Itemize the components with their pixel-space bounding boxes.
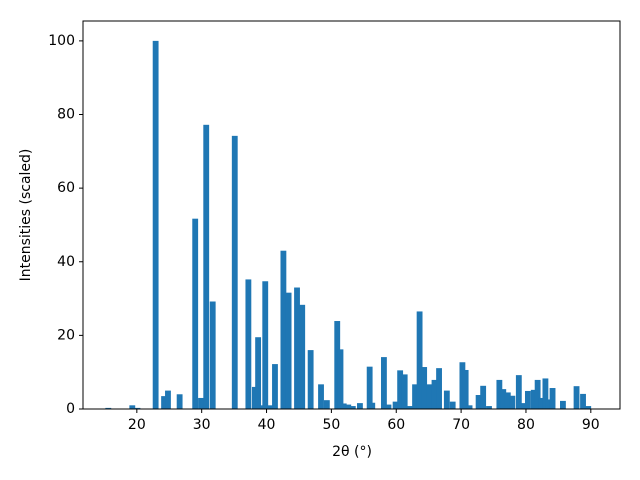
bar bbox=[337, 349, 344, 409]
y-tick-label: 0 bbox=[66, 401, 75, 417]
bar bbox=[509, 395, 516, 409]
bar bbox=[381, 357, 387, 409]
x-tick-label: 20 bbox=[128, 417, 146, 433]
bar bbox=[426, 384, 433, 409]
bar bbox=[466, 405, 473, 409]
bar bbox=[105, 407, 112, 409]
bar bbox=[431, 379, 438, 409]
y-tick-label: 100 bbox=[48, 33, 75, 49]
y-tick-label: 20 bbox=[57, 327, 75, 343]
bar bbox=[280, 250, 287, 409]
bar bbox=[496, 379, 503, 409]
bar bbox=[366, 366, 373, 409]
bar bbox=[231, 135, 238, 410]
bar bbox=[549, 388, 556, 409]
bar bbox=[538, 397, 545, 409]
bar bbox=[245, 279, 252, 409]
bar bbox=[323, 400, 330, 409]
bar bbox=[209, 301, 216, 409]
bar bbox=[542, 378, 549, 409]
bar bbox=[152, 40, 159, 409]
bar bbox=[459, 362, 466, 409]
bar bbox=[285, 292, 292, 409]
bar bbox=[251, 386, 258, 409]
bar bbox=[406, 406, 413, 409]
y-tick-label: 60 bbox=[57, 180, 75, 196]
bar bbox=[176, 394, 183, 409]
bar bbox=[524, 390, 531, 409]
bar bbox=[416, 311, 423, 409]
bar bbox=[192, 218, 199, 409]
bar bbox=[198, 397, 204, 409]
bar bbox=[334, 321, 341, 409]
bar bbox=[475, 395, 482, 409]
bar bbox=[560, 400, 566, 409]
plot-frame bbox=[82, 20, 621, 410]
bar bbox=[369, 402, 376, 409]
bar bbox=[401, 374, 408, 409]
bar bbox=[385, 404, 392, 409]
x-tick-label: 30 bbox=[193, 417, 211, 433]
bar bbox=[294, 287, 300, 409]
bar bbox=[585, 406, 592, 409]
bar bbox=[534, 379, 541, 409]
bar bbox=[267, 405, 274, 409]
bar bbox=[262, 281, 269, 409]
x-tick-label: 40 bbox=[258, 417, 276, 433]
bar bbox=[318, 384, 324, 409]
x-tick-label: 60 bbox=[387, 417, 405, 433]
bar bbox=[272, 364, 278, 409]
bar bbox=[392, 401, 399, 409]
bar bbox=[530, 389, 537, 409]
y-tick-label: 80 bbox=[57, 107, 75, 123]
bar bbox=[340, 403, 347, 409]
bar bbox=[436, 368, 442, 409]
bar bbox=[349, 406, 356, 409]
bar bbox=[134, 407, 141, 409]
bar bbox=[397, 370, 404, 409]
bar bbox=[129, 405, 136, 409]
bar bbox=[545, 399, 552, 409]
bar bbox=[307, 350, 314, 409]
x-axis-label: 2θ (°) bbox=[332, 444, 372, 460]
bar bbox=[462, 369, 469, 409]
bar bbox=[412, 384, 418, 409]
bar bbox=[255, 337, 262, 409]
bar bbox=[165, 390, 171, 409]
bar bbox=[504, 392, 511, 409]
bar bbox=[357, 403, 363, 409]
bar bbox=[345, 404, 352, 409]
bar bbox=[486, 406, 492, 409]
bar bbox=[299, 304, 306, 409]
x-tick-label: 80 bbox=[517, 417, 535, 433]
x-tick-label: 50 bbox=[322, 417, 340, 433]
bar bbox=[573, 386, 580, 409]
bar bbox=[203, 124, 210, 410]
y-axis-label: Intensities (scaled) bbox=[18, 149, 34, 282]
bar bbox=[449, 401, 456, 409]
bar bbox=[421, 367, 428, 409]
bar bbox=[580, 393, 586, 409]
bar bbox=[480, 385, 487, 409]
bar bbox=[443, 390, 450, 409]
x-tick-label: 70 bbox=[452, 417, 470, 433]
bar bbox=[521, 403, 527, 409]
bar bbox=[161, 396, 167, 409]
x-tick-label: 90 bbox=[582, 417, 600, 433]
bar bbox=[500, 389, 507, 409]
bar bbox=[515, 375, 522, 409]
y-tick-label: 40 bbox=[57, 254, 75, 270]
